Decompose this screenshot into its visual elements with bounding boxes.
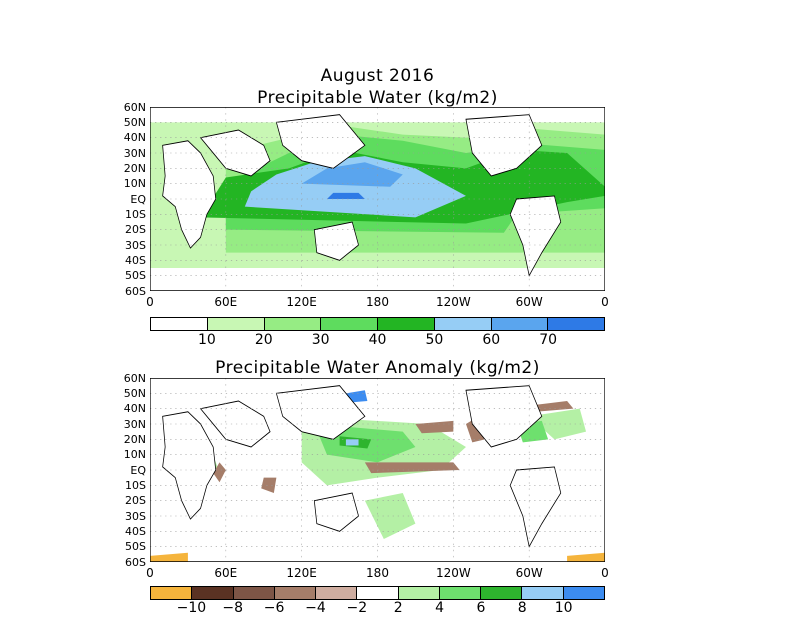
lat-label: 30N (123, 147, 146, 160)
colorbar-label: 20 (254, 332, 273, 348)
colorbar-label: 8 (517, 600, 527, 616)
lat-label: 60N (123, 101, 146, 114)
lat-label: 30S (125, 239, 146, 252)
colorbar-swatch (491, 318, 549, 330)
lon-label: 0 (601, 295, 609, 309)
colorbar-swatch (563, 587, 604, 599)
colorbar-label: −4 (305, 600, 326, 616)
lon-label: 60W (515, 295, 543, 309)
lat-label: 20N (123, 162, 146, 175)
latitude-labels-panel2: 60N 50N 40N 30N 20N 10N EQ 10S 20S 30S 4… (118, 373, 146, 568)
colorbar-label: 10 (554, 600, 573, 616)
colorbar-label: −6 (263, 600, 285, 616)
lat-label: 10N (123, 177, 146, 190)
colorbar-label: 50 (425, 332, 444, 348)
colorbar-swatch (316, 587, 358, 599)
colorbar-swatch (192, 587, 234, 599)
lat-label: 40N (123, 402, 146, 415)
lat-label: 20S (125, 494, 146, 507)
map-title-date: August 2016 (320, 66, 435, 86)
lat-label: EQ (130, 464, 146, 477)
colorbar-label: −2 (346, 600, 368, 616)
lat-label: 20N (123, 433, 146, 446)
colorbar-label: 70 (539, 332, 558, 348)
lat-label: 50N (123, 116, 146, 129)
lon-label: 0 (146, 295, 154, 309)
lat-label: 60N (123, 372, 146, 385)
lon-label: 0 (601, 566, 609, 580)
colorbar-precipitable-water (150, 317, 605, 331)
map-title-anomaly: Precipitable Water Anomaly (kg/m2) (215, 358, 540, 378)
lat-label: 50S (125, 269, 146, 282)
lat-label: EQ (130, 193, 146, 206)
colorbar-label: 10 (197, 332, 216, 348)
colorbar-label: 30 (311, 332, 330, 348)
colorbar-label: 4 (435, 600, 445, 616)
lat-label: 20S (125, 223, 146, 236)
colorbar-swatch (321, 318, 378, 330)
lon-label: 60E (214, 295, 238, 309)
longitude-labels-panel2: 0 60E 120E 180 120W 60W 0 (146, 566, 609, 582)
colorbar-swatch (522, 587, 564, 599)
colorbar-label: −10 (176, 600, 207, 616)
colorbar-labels-panel1: 10 20 30 40 50 60 70 (150, 332, 605, 348)
lon-label: 180 (366, 566, 389, 580)
colorbar-swatch (481, 587, 523, 599)
colorbar-labels-panel2: −10 −8 −6 −4 −2 2 4 6 8 10 (150, 600, 605, 616)
map-title-precipitable-water: Precipitable Water (kg/m2) (257, 88, 498, 108)
colorbar-label: 2 (393, 600, 403, 616)
latitude-labels-panel1: 60N 50N 40N 30N 20N 10N EQ 10S 20S 30S 4… (118, 102, 146, 297)
lon-label: 120E (286, 295, 317, 309)
colorbar-anomaly (150, 586, 605, 600)
lon-label: 180 (366, 295, 389, 309)
colorbar-swatch (548, 318, 604, 330)
lat-label: 10S (125, 479, 146, 492)
colorbar-swatch (378, 318, 435, 330)
lon-label: 0 (146, 566, 154, 580)
colorbar-swatch (274, 587, 317, 599)
lat-label: 40S (125, 254, 146, 267)
lat-label: 10N (123, 448, 146, 461)
lat-label: 30S (125, 510, 146, 523)
lat-label: 50N (123, 387, 146, 400)
colorbar-label: −8 (222, 600, 244, 616)
colorbar-swatch (357, 587, 399, 599)
lon-label: 60W (515, 566, 543, 580)
lat-label: 60S (125, 285, 146, 298)
colorbar-swatch (151, 318, 208, 330)
colorbar-swatch (151, 587, 193, 599)
colorbar-label: 40 (368, 332, 387, 348)
colorbar-swatch (264, 318, 322, 330)
lat-label: 40S (125, 525, 146, 538)
colorbar-swatch (434, 318, 492, 330)
precipitable-water-map (150, 107, 605, 291)
lat-label: 30N (123, 418, 146, 431)
lon-label: 120W (435, 295, 471, 309)
lon-label: 120W (435, 566, 471, 580)
lat-label: 40N (123, 131, 146, 144)
lon-label: 60E (214, 566, 238, 580)
colorbar-label: 60 (482, 332, 501, 348)
colorbar-swatch (233, 587, 275, 599)
colorbar-label: 6 (476, 600, 486, 616)
lat-label: 60S (125, 556, 146, 569)
lat-label: 10S (125, 208, 146, 221)
colorbar-swatch (439, 587, 482, 599)
lon-label: 120E (286, 566, 317, 580)
precipitable-water-anomaly-map (150, 378, 605, 562)
lat-label: 50S (125, 540, 146, 553)
colorbar-swatch (207, 318, 265, 330)
longitude-labels-panel1: 0 60E 120E 180 120W 60W 0 (146, 295, 609, 311)
colorbar-swatch (398, 587, 440, 599)
